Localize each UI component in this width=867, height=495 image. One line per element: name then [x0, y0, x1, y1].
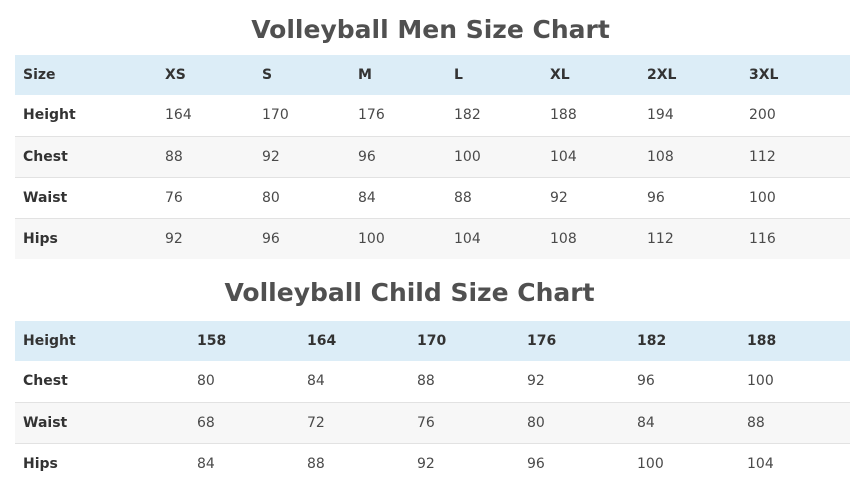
table-cell: 200 [749, 95, 850, 137]
child-size-chart-title: Volleyball Child Size Chart [224, 278, 595, 307]
table-cell: 84 [637, 402, 747, 444]
table-cell: 112 [647, 230, 674, 247]
table-cell: 88 [417, 361, 527, 403]
table-cell: 84 [358, 177, 454, 219]
men-header-cell: XS [165, 67, 186, 83]
men-header-cell: 2XL [647, 67, 677, 83]
table-cell: 76 [417, 402, 527, 444]
table-cell: 164 [165, 95, 262, 137]
table-row: Height 164 170 176 182 188 194 200 [15, 95, 850, 137]
table-cell: 176 [358, 95, 454, 137]
table-cell: 88 [307, 455, 325, 472]
child-size-table: Height 158 164 170 176 182 188 Chest 80 … [15, 321, 850, 484]
table-cell: 182 [454, 95, 550, 137]
table-cell: 100 [454, 136, 550, 178]
table-row: Hips 84 88 92 96 100 104 [15, 443, 850, 484]
table-cell: 96 [527, 455, 545, 472]
table-cell: 194 [647, 95, 749, 137]
men-header-cell: L [454, 67, 463, 83]
row-label: Waist [15, 177, 165, 219]
table-cell: 92 [262, 136, 358, 178]
child-header-cell: 182 [637, 333, 667, 349]
table-cell: 108 [550, 230, 577, 247]
row-label: Chest [15, 136, 165, 178]
table-cell: 96 [637, 361, 747, 403]
child-header-row: Height 158 164 170 176 182 188 [15, 321, 850, 361]
table-cell: 104 [550, 136, 647, 178]
men-size-chart-title: Volleyball Men Size Chart [251, 15, 610, 44]
row-label: Height [15, 95, 165, 137]
table-cell: 92 [417, 455, 435, 472]
table-cell: 170 [262, 95, 358, 137]
child-header-cell: 170 [417, 333, 447, 349]
table-cell: 92 [550, 177, 647, 219]
table-cell: 84 [197, 455, 215, 472]
child-header-cell: 158 [197, 333, 227, 349]
table-cell: 72 [307, 402, 417, 444]
table-row: Waist 68 72 76 80 84 88 [15, 402, 850, 444]
row-label: Hips [23, 455, 58, 472]
table-cell: 80 [262, 177, 358, 219]
child-header-cell: 164 [307, 333, 337, 349]
table-cell: 96 [262, 230, 280, 247]
men-header-cell: M [358, 67, 372, 83]
table-cell: 104 [747, 455, 774, 472]
table-cell: 96 [647, 177, 749, 219]
table-cell: 76 [165, 177, 262, 219]
table-cell: 88 [454, 177, 550, 219]
table-cell: 108 [647, 136, 749, 178]
table-cell: 84 [307, 361, 417, 403]
men-header-cell: Size [23, 67, 56, 83]
child-header-cell: 188 [747, 333, 777, 349]
table-cell: 104 [454, 230, 481, 247]
men-size-table: Size XS S M L XL 2XL 3XL Height 164 170 … [15, 55, 850, 259]
row-label: Chest [15, 361, 197, 403]
men-header-cell: S [262, 67, 273, 83]
table-cell: 92 [165, 230, 183, 247]
table-cell: 80 [197, 361, 307, 403]
table-cell: 68 [197, 402, 307, 444]
table-cell: 100 [747, 361, 850, 403]
table-cell: 92 [527, 361, 637, 403]
table-cell: 100 [749, 177, 850, 219]
table-cell: 100 [637, 455, 664, 472]
table-cell: 188 [550, 95, 647, 137]
table-cell: 112 [749, 136, 850, 178]
table-cell: 80 [527, 402, 637, 444]
table-row: Chest 80 84 88 92 96 100 [15, 361, 850, 403]
table-cell: 88 [747, 402, 850, 444]
table-cell: 100 [358, 230, 385, 247]
row-label: Waist [15, 402, 197, 444]
men-header-row: Size XS S M L XL 2XL 3XL [15, 55, 850, 95]
table-cell: 116 [749, 230, 776, 247]
men-header-cell: 3XL [749, 67, 779, 83]
table-row: Chest 88 92 96 100 104 108 112 [15, 136, 850, 178]
child-header-cell: 176 [527, 333, 557, 349]
table-row: Waist 76 80 84 88 92 96 100 [15, 177, 850, 219]
row-label: Hips [23, 230, 58, 247]
table-row: Hips 92 96 100 104 108 112 116 [15, 218, 850, 259]
child-header-cell: Height [23, 333, 76, 349]
table-cell: 96 [358, 136, 454, 178]
table-cell: 88 [165, 136, 262, 178]
men-header-cell: XL [550, 67, 570, 83]
